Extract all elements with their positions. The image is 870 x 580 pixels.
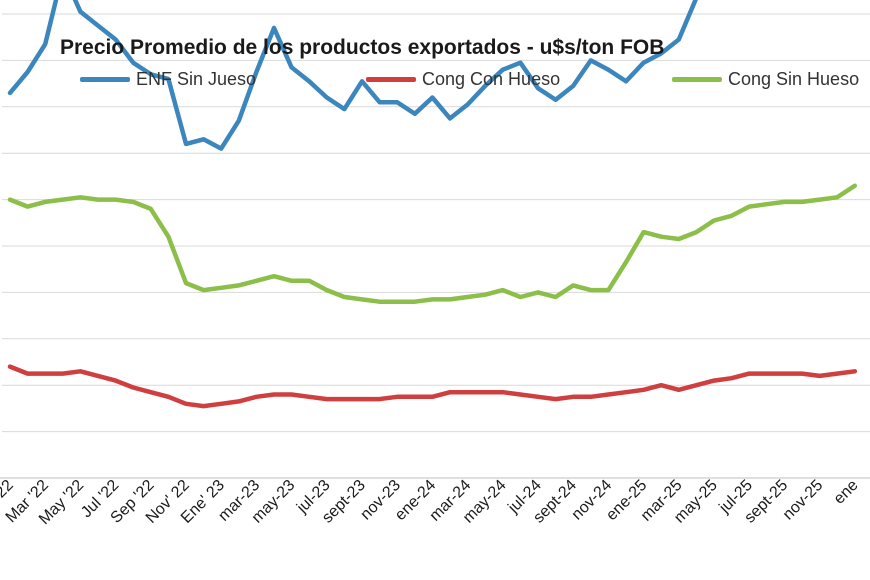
series-line-0 [7,0,768,151]
chart-title: Precio Promedio de los productos exporta… [60,36,665,59]
gridlines [2,13,870,433]
legend-swatch [366,76,416,82]
legend-item-enf-sin-jueso: ENF Sin Jueso [80,68,256,90]
x-tick-label: nov-25 [780,477,827,524]
legend-item-cong-sin-hueso: Cong Sin Hueso [672,68,859,90]
x-tick-label: ene [831,477,862,508]
series-line-2 [7,183,858,304]
legend-item-cong-con-hueso: Cong Con Hueso [366,68,560,90]
legend-swatch [80,76,130,82]
legend-label: Cong Con Hueso [422,68,561,89]
legend-label: Cong Sin Hueso [728,68,860,89]
legend-swatch [672,76,722,82]
series-line-1 [7,364,858,409]
legend-label: ENF Sin Jueso [136,68,257,89]
